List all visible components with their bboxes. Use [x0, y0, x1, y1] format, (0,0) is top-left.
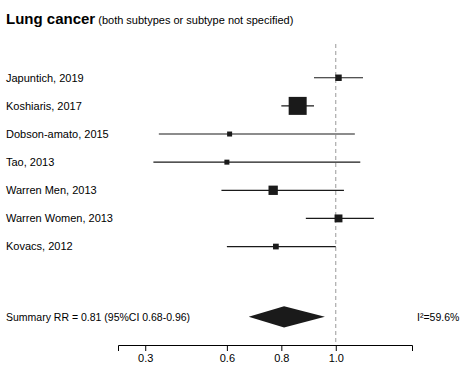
study-label: Dobson-amato, 2015 — [6, 128, 109, 140]
study-box — [335, 214, 343, 222]
x-tick-label: 1.0 — [329, 352, 344, 364]
marks — [153, 44, 374, 345]
study-label: Kovacs, 2012 — [6, 240, 73, 252]
confidence-interval — [221, 190, 344, 191]
study-label: Koshiaris, 2017 — [6, 100, 82, 112]
study-label: Warren Women, 2013 — [6, 212, 113, 224]
summary-diamond — [249, 306, 325, 327]
study-label: Warren Men, 2013 — [6, 184, 97, 196]
summary-label: Summary RR = 0.81 (95%CI 0.68-0.96) — [6, 311, 190, 323]
x-tick-mark — [281, 345, 282, 351]
subtitle: (both subtypes or subtype not specified) — [95, 14, 293, 26]
x-tick-mark — [145, 345, 146, 351]
study-box — [273, 244, 279, 250]
title: Lung cancer — [6, 10, 95, 27]
reference-line — [335, 44, 336, 345]
confidence-interval — [159, 133, 355, 134]
study-box — [269, 186, 278, 195]
x-tick: 0.8 — [274, 345, 289, 364]
x-tick: 0.3 — [138, 345, 153, 364]
study-box — [227, 132, 232, 137]
x-tick-mark — [336, 345, 337, 351]
x-axis-line — [119, 346, 413, 352]
chart: Lung cancer (both subtypes or subtype no… — [0, 0, 474, 375]
study-label: Japuntich, 2019 — [6, 72, 84, 84]
confidence-interval — [227, 246, 336, 247]
x-tick: 0.6 — [220, 345, 235, 364]
study-box — [289, 97, 307, 115]
x-tick-label: 0.3 — [138, 352, 153, 364]
annotation: I²=59.6% — [417, 311, 459, 323]
x-tick-mark — [227, 345, 228, 351]
confidence-interval — [153, 162, 360, 163]
x-tick: 1.0 — [329, 345, 344, 364]
study-box — [224, 160, 229, 165]
x-axis: 0.3 0.6 0.8 1.0 — [119, 345, 413, 364]
chart-container: Lung cancer (both subtypes or subtype no… — [0, 0, 474, 375]
study-label: Tao, 2013 — [6, 156, 54, 168]
study-box — [335, 75, 341, 81]
x-tick-label: 0.6 — [220, 352, 235, 364]
x-tick-label: 0.8 — [274, 352, 289, 364]
